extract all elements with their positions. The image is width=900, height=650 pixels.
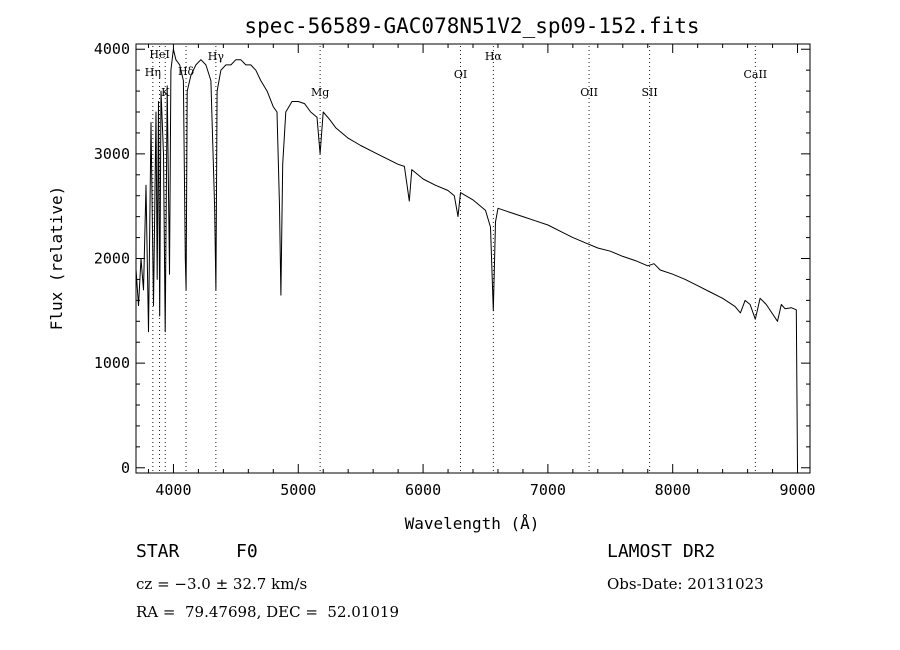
marker-label: Hγ bbox=[208, 50, 225, 63]
spectral-subclass: F0 bbox=[236, 541, 258, 562]
marker-label: Hη bbox=[145, 66, 161, 79]
survey-name: LAMOST DR2 bbox=[607, 541, 716, 562]
spectrum-line bbox=[135, 48, 798, 468]
marker-label: CaII bbox=[743, 68, 767, 81]
y-tick-label: 2000 bbox=[94, 250, 130, 268]
x-tick-label: 7000 bbox=[530, 481, 566, 499]
y-tick-label: 3000 bbox=[94, 145, 130, 163]
x-tick-label: 4000 bbox=[155, 481, 191, 499]
spectrum-series bbox=[135, 48, 798, 468]
marker-label: OI bbox=[454, 68, 467, 81]
y-axis-label: Flux (relative) bbox=[47, 186, 66, 331]
coordinates: RA = 79.47698, DEC = 52.01019 bbox=[136, 603, 400, 621]
plot-frame bbox=[135, 43, 811, 474]
y-tick-label: 4000 bbox=[94, 40, 130, 58]
observation-date: Obs-Date: 20131023 bbox=[607, 575, 764, 593]
x-tick-label: 8000 bbox=[655, 481, 691, 499]
marker-label: OII bbox=[580, 86, 598, 99]
x-tick-label: 5000 bbox=[280, 481, 316, 499]
y-tick-label: 1000 bbox=[94, 354, 130, 372]
marker-label: Mg bbox=[311, 86, 329, 99]
x-tick-label: 6000 bbox=[405, 481, 441, 499]
marker-label: HeI bbox=[149, 48, 169, 61]
chart-title: spec-56589-GAC078N51V2_sp09-152.fits bbox=[244, 14, 699, 38]
plot-axes: 4000 5000 6000 7000 8000 9000 0 1000 2000 3000 400… bbox=[94, 40, 816, 499]
marker-label: SII bbox=[641, 86, 657, 99]
x-tick-label: 9000 bbox=[779, 481, 815, 499]
marker-label: Hα bbox=[485, 50, 503, 63]
redshift-cz: cz = −3.0 ± 32.7 km/s bbox=[136, 575, 308, 593]
marker-label: K bbox=[161, 86, 170, 99]
object-class: STAR bbox=[136, 541, 180, 562]
x-axis-label: Wavelength (Å) bbox=[405, 514, 540, 533]
y-tick-label: 0 bbox=[121, 459, 130, 477]
